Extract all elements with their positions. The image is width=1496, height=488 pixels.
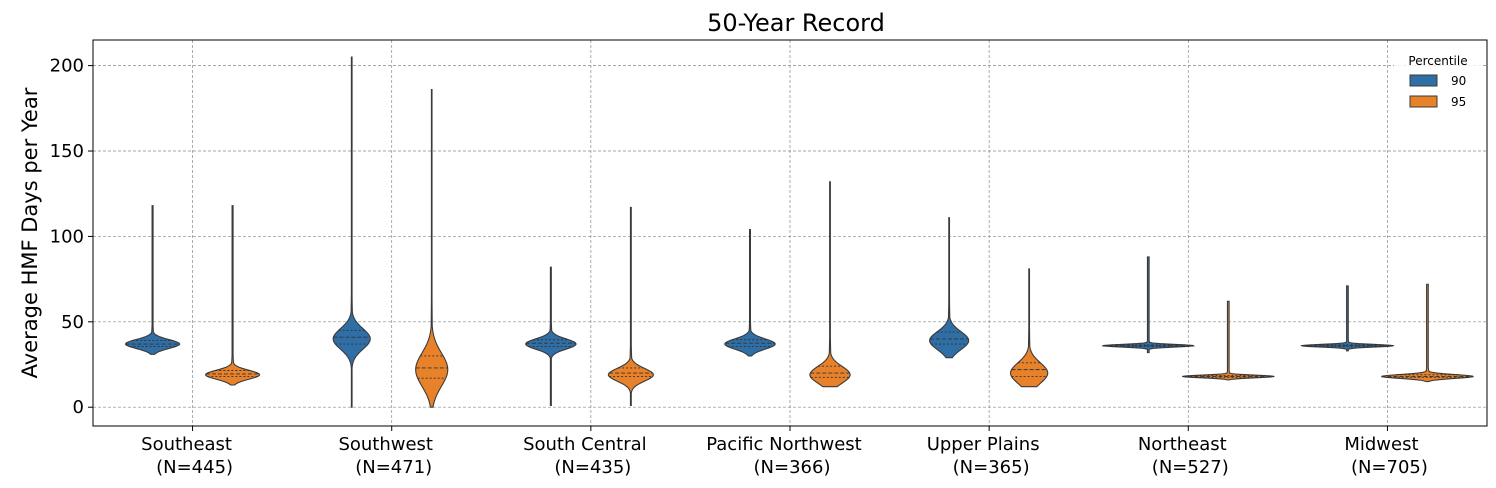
violin-95-0: [204, 205, 261, 386]
violin-95-5: [1182, 300, 1275, 381]
violin-95-2: [607, 206, 654, 407]
x-tick-label-count: (N=435): [554, 457, 631, 478]
x-tick-label-count: (N=365): [953, 457, 1030, 478]
violin-90-4: [929, 217, 970, 359]
x-tick-label-region: Pacific Northwest: [706, 434, 862, 455]
violin-95-1: [415, 88, 449, 408]
x-tick-label-count: (N=527): [1152, 457, 1229, 478]
y-tick-label: 150: [50, 141, 84, 162]
y-tick-label: 0: [73, 397, 84, 418]
x-tick-label-region: Southeast: [141, 434, 232, 455]
x-tick-label-count: (N=471): [355, 457, 432, 478]
grid-lines: [93, 40, 1487, 426]
legend-box: [1394, 48, 1482, 118]
violin-95-6: [1380, 283, 1474, 383]
x-tick-label-count: (N=705): [1351, 457, 1428, 478]
violin-95-4: [1009, 268, 1049, 388]
x-tick-label-region: Southwest: [338, 434, 433, 455]
x-tick-label-region: Upper Plains: [927, 434, 1040, 455]
x-tick-label-region: Midwest: [1344, 434, 1418, 455]
axes: 050100150200Southeast(N=445)Southwest(N=…: [50, 56, 1428, 478]
legend-swatch-95: [1409, 95, 1438, 108]
violin-95-3: [809, 181, 851, 388]
violin-90-5: [1101, 256, 1195, 354]
y-tick-label: 100: [50, 226, 84, 247]
x-tick-label-count: (N=366): [754, 457, 831, 478]
violin-90-2: [525, 266, 577, 407]
violins: [124, 56, 1474, 408]
chart-title: 50-Year Record: [707, 9, 885, 37]
y-axis-label: Average HMF Days per Year: [18, 87, 42, 378]
x-tick-label-region: South Central: [523, 434, 647, 455]
x-tick-label-region: Northeast: [1138, 434, 1227, 455]
legend-swatch-90: [1409, 74, 1438, 87]
legend-label-95: 95: [1451, 95, 1466, 109]
legend: Percentile 90 95: [1394, 48, 1482, 118]
violin-90-0: [124, 205, 181, 355]
legend-label-90: 90: [1451, 74, 1466, 88]
violin-90-6: [1300, 285, 1395, 352]
y-tick-label: 200: [50, 56, 84, 77]
violin-90-3: [724, 229, 776, 357]
legend-title: Percentile: [1408, 54, 1467, 68]
x-tick-label-count: (N=445): [156, 457, 233, 478]
y-tick-label: 50: [61, 312, 84, 333]
violin-90-1: [332, 56, 371, 408]
